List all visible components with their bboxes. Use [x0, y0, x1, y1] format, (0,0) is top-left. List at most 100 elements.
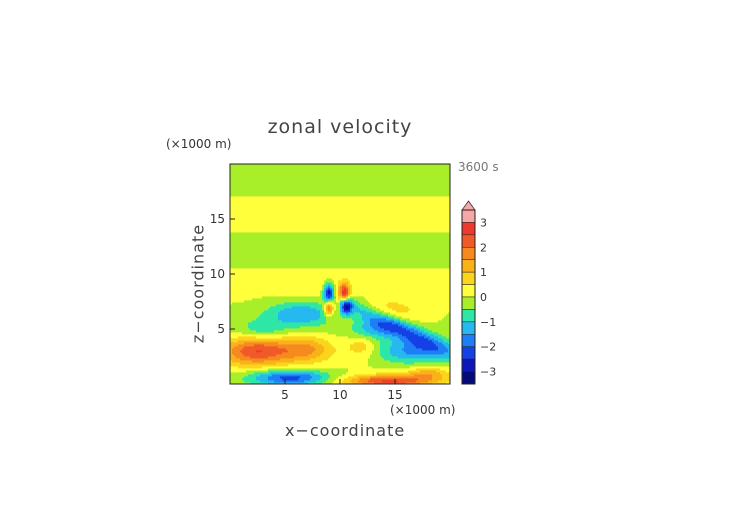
field-cell	[272, 374, 275, 377]
field-cell	[304, 368, 307, 371]
field-cell	[292, 308, 295, 311]
field-cell	[282, 194, 285, 197]
field-cell	[240, 202, 243, 205]
field-cell	[280, 172, 283, 175]
field-cell	[266, 164, 269, 167]
field-cell	[302, 204, 305, 207]
field-cell	[280, 186, 283, 189]
field-cell	[288, 180, 291, 183]
field-cell	[296, 266, 299, 269]
field-cell	[296, 178, 299, 181]
field-cell	[234, 362, 237, 365]
field-cell	[284, 364, 287, 367]
field-cell	[302, 292, 305, 295]
field-cell	[284, 226, 287, 229]
field-cell	[278, 200, 281, 203]
field-cell	[268, 238, 271, 241]
field-cell	[278, 220, 281, 223]
field-cell	[240, 362, 243, 365]
field-cell	[280, 188, 283, 191]
field-cell	[294, 238, 297, 241]
field-cell	[294, 280, 297, 283]
field-cell	[302, 330, 305, 333]
field-cell	[282, 208, 285, 211]
field-cell	[292, 260, 295, 263]
field-cell	[246, 260, 249, 263]
field-cell	[282, 178, 285, 181]
field-cell	[262, 320, 265, 323]
field-cell	[280, 342, 283, 345]
field-cell	[240, 280, 243, 283]
field-cell	[286, 236, 289, 239]
field-cell	[276, 180, 279, 183]
field-cell	[236, 344, 239, 347]
field-cell	[296, 306, 299, 309]
field-cell	[256, 352, 259, 355]
field-cell	[304, 224, 307, 227]
field-cell	[306, 362, 309, 365]
field-cell	[254, 346, 257, 349]
field-cell	[266, 258, 269, 261]
field-cell	[260, 326, 263, 329]
field-cell	[272, 364, 275, 367]
field-cell	[296, 252, 299, 255]
field-cell	[232, 264, 235, 267]
field-cell	[300, 300, 303, 303]
field-cell	[292, 296, 295, 299]
field-cell	[234, 274, 237, 277]
field-cell	[272, 284, 275, 287]
field-cell	[310, 314, 313, 317]
field-cell	[292, 272, 295, 275]
field-cell	[310, 178, 313, 181]
field-cell	[268, 266, 271, 269]
field-cell	[264, 226, 267, 229]
field-cell	[256, 322, 259, 325]
field-cell	[300, 206, 303, 209]
field-cell	[280, 218, 283, 221]
field-cell	[244, 322, 247, 325]
field-cell	[250, 240, 253, 243]
field-cell	[276, 204, 279, 207]
field-cell	[260, 324, 263, 327]
field-cell	[284, 204, 287, 207]
field-cell	[272, 206, 275, 209]
field-cell	[234, 252, 237, 255]
field-cell	[284, 308, 287, 311]
field-cell	[274, 190, 277, 193]
field-cell	[284, 328, 287, 331]
field-cell	[308, 362, 311, 365]
field-cell	[262, 208, 265, 211]
field-cell	[282, 380, 285, 383]
field-cell	[266, 370, 269, 373]
field-cell	[242, 338, 245, 341]
field-cell	[292, 326, 295, 329]
field-cell	[246, 214, 249, 217]
field-cell	[272, 286, 275, 289]
field-cell	[234, 200, 237, 203]
field-cell	[260, 206, 263, 209]
field-cell	[238, 308, 241, 311]
field-cell	[256, 306, 259, 309]
field-cell	[302, 306, 305, 309]
field-cell	[280, 180, 283, 183]
field-cell	[294, 210, 297, 213]
field-cell	[238, 220, 241, 223]
field-cell	[278, 216, 281, 219]
field-cell	[242, 376, 245, 379]
field-cell	[292, 332, 295, 335]
field-cell	[258, 228, 261, 231]
field-cell	[258, 204, 261, 207]
field-cell	[264, 206, 267, 209]
field-cell	[234, 230, 237, 233]
field-cell	[284, 256, 287, 259]
field-cell	[282, 204, 285, 207]
field-cell	[270, 244, 273, 247]
field-cell	[306, 350, 309, 353]
field-cell	[248, 322, 251, 325]
field-cell	[232, 372, 235, 375]
field-cell	[310, 382, 313, 385]
field-cell	[296, 278, 299, 281]
field-cell	[282, 362, 285, 365]
field-cell	[304, 168, 307, 171]
field-cell	[310, 292, 313, 295]
